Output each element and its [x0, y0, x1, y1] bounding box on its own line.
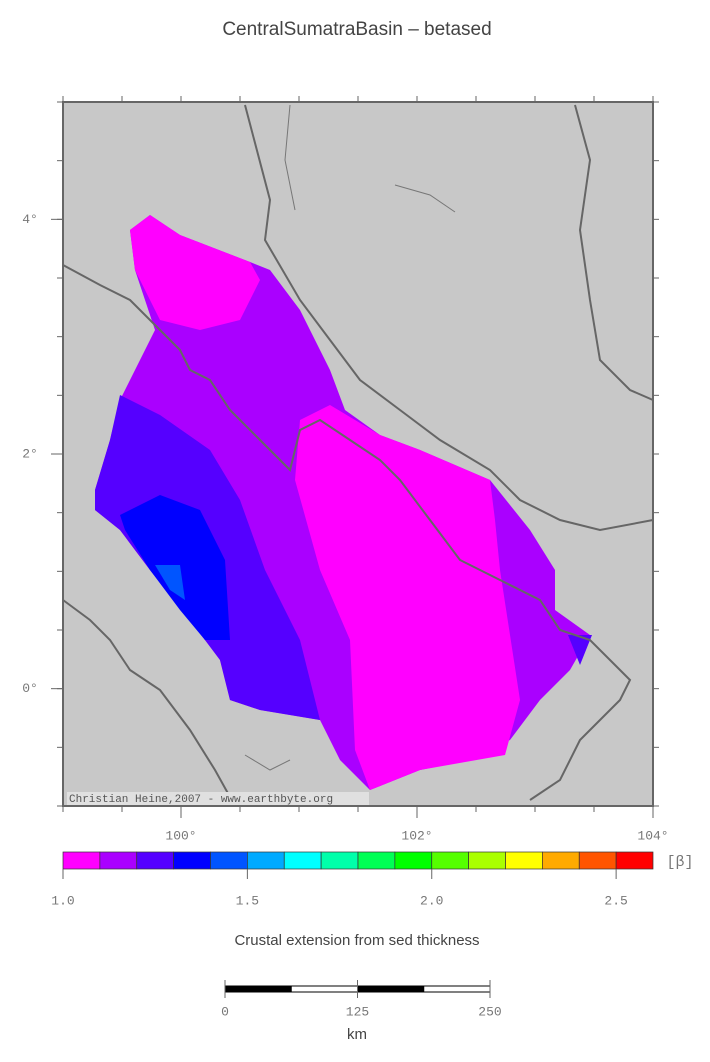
river: [284, 104, 296, 211]
river: [244, 754, 291, 771]
colorbar-tick-label: 1.0: [51, 893, 74, 908]
scalebar-tick-label: 0: [221, 1004, 229, 1019]
colorbar-swatch: [136, 851, 174, 870]
colorbar-swatch: [542, 851, 580, 870]
colorbar-tick-label: 2.5: [604, 893, 627, 908]
title: CentralSumatraBasin – betased: [222, 19, 491, 40]
basin-zone: [568, 635, 592, 665]
colorbar-tick-label: 2.0: [420, 893, 443, 908]
scalebar-unit: km: [347, 1026, 367, 1043]
scalebar-segment: [357, 985, 425, 993]
basin-zone: [295, 405, 520, 790]
colorbar-swatch: [210, 851, 248, 870]
lon-tick-label: 102°: [401, 828, 432, 843]
lon-tick-label: 104°: [637, 828, 668, 843]
coastline: [62, 264, 632, 801]
lat-tick-label: 4°: [22, 212, 38, 227]
scalebar-segment: [224, 985, 292, 993]
colorbar-swatch: [578, 851, 617, 870]
colorbar-swatch: [505, 851, 543, 870]
colorbar-swatch: [173, 851, 211, 870]
coastline: [244, 104, 654, 532]
colorbar-swatch: [357, 851, 396, 870]
colorbar-tick-label: 1.5: [236, 893, 259, 908]
colorbar-swatch: [247, 851, 285, 870]
colorbar-swatch: [62, 851, 101, 870]
colorbar-swatch: [431, 851, 469, 870]
colorbar-swatch: [468, 851, 506, 870]
colorbar-swatch: [283, 851, 322, 870]
scalebar-segment: [290, 985, 358, 993]
credit-box: [67, 792, 369, 805]
scalebar-tick-label: 125: [346, 1004, 369, 1019]
basin-zone: [155, 565, 185, 600]
coastline: [62, 599, 236, 807]
lon-tick-label: 100°: [165, 828, 196, 843]
colorbar-unit: [β]: [666, 854, 693, 871]
map: Christian Heine,2007 - www.earthbyte.org: [62, 101, 654, 807]
credit: Christian Heine,2007 - www.earthbyte.org: [69, 794, 333, 806]
scalebar-segment: [423, 985, 491, 993]
colorbar-caption: Crustal extension from sed thickness: [234, 932, 479, 949]
river: [394, 184, 456, 213]
lat-tick-label: 0°: [22, 681, 38, 696]
colorbar-swatch: [99, 851, 138, 870]
colorbar-swatch: [615, 851, 654, 870]
coastline: [574, 104, 654, 401]
colorbar-swatch: [320, 851, 359, 870]
basin-zone: [130, 215, 260, 330]
colorbar-swatch: [394, 851, 433, 870]
scalebar-tick-label: 250: [478, 1004, 501, 1019]
lat-tick-label: 2°: [22, 446, 38, 461]
